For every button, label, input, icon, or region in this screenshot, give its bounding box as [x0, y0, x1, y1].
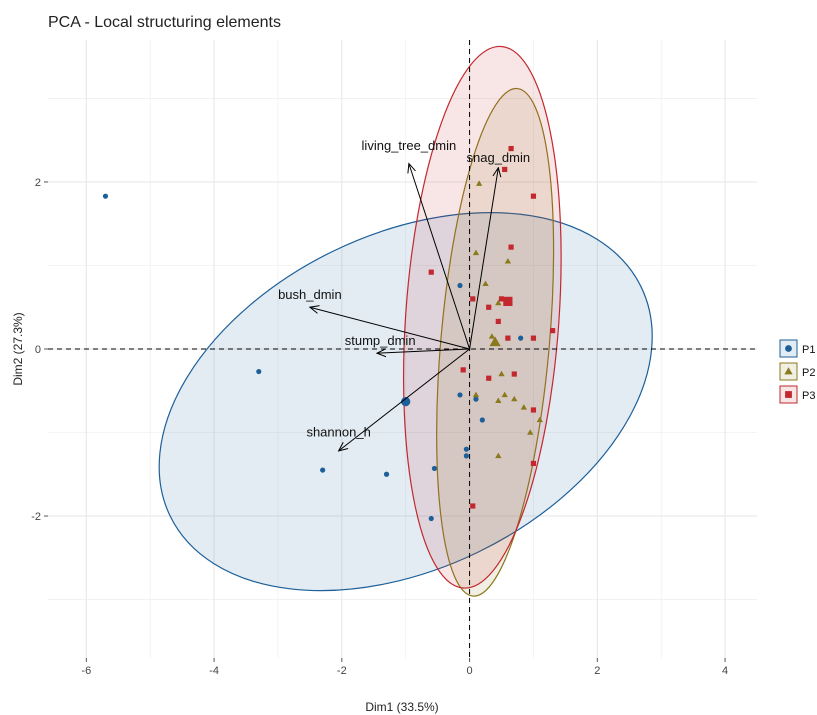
point-p1	[463, 453, 469, 459]
point-p3	[486, 304, 492, 310]
point-p2	[498, 370, 505, 377]
legend-label: P2	[802, 367, 815, 379]
point-p1	[428, 515, 434, 522]
point-p2	[488, 333, 496, 339]
variable-label: snag_dmin	[467, 150, 531, 165]
legend-label: P3	[802, 390, 815, 402]
point-p3	[508, 244, 514, 250]
arrow-shannon_h	[339, 348, 470, 451]
x-tick-label: -6	[81, 665, 91, 677]
legend: P1 P2 P3	[779, 339, 815, 404]
point-p2	[495, 452, 502, 459]
point-p3	[530, 460, 537, 467]
arrow-stump_dmin	[377, 349, 470, 353]
point-p3	[495, 318, 501, 325]
legend-marker-p2	[784, 367, 793, 375]
y-tick-label: 2	[35, 177, 41, 189]
point-p3	[498, 296, 505, 302]
point-p3	[505, 335, 511, 341]
x-tick-label: 4	[722, 665, 728, 677]
point-p2	[504, 258, 512, 264]
legend-marker-p3	[785, 391, 792, 398]
point-p3	[470, 503, 476, 509]
y-tick-label: -2	[31, 511, 41, 523]
point-p1	[457, 282, 463, 289]
point-p3	[530, 407, 537, 413]
point-p1	[457, 392, 463, 398]
point-p1	[463, 446, 469, 452]
point-p3	[530, 193, 537, 199]
arrow-bush_dmin	[310, 307, 470, 350]
point-p2	[472, 391, 480, 398]
ellipse-p3	[402, 45, 562, 589]
data-points	[102, 145, 556, 522]
x-axis-label: Dim1 (33.5%)	[365, 700, 438, 714]
point-p2	[501, 391, 508, 398]
arrow-living_tree_dmin	[409, 164, 471, 350]
point-p1	[320, 467, 326, 473]
y-axis-ticks: -2 0 2	[31, 177, 48, 523]
point-p3	[502, 166, 508, 173]
point-p3	[486, 375, 492, 381]
plot-panel: living_tree_dmin snag_dmin bush_dmin stump_…	[48, 40, 757, 658]
point-p2	[495, 397, 502, 403]
y-tick-label: 0	[35, 344, 41, 356]
point-p1	[473, 396, 479, 402]
legend-label: P1	[802, 344, 815, 356]
variable-label: bush_dmin	[278, 287, 342, 302]
variable-label: stump_dmin	[345, 333, 416, 348]
point-p3	[460, 367, 466, 373]
variable-label: shannon_h	[306, 425, 370, 440]
centroid-p1	[401, 397, 411, 407]
centroid-p3	[503, 296, 513, 306]
variable-label: living_tree_dmin	[362, 138, 457, 153]
x-tick-label: -4	[209, 665, 219, 677]
point-p2	[511, 395, 518, 402]
x-tick-label: 2	[594, 665, 600, 677]
point-p2	[520, 404, 528, 410]
point-p1	[256, 368, 262, 375]
point-p3	[550, 328, 556, 334]
point-p3	[470, 296, 476, 302]
point-p2	[482, 280, 489, 287]
point-p1	[518, 335, 524, 341]
point-p3	[511, 371, 517, 377]
point-p2	[472, 249, 480, 256]
point-p2	[536, 416, 543, 423]
point-p2	[495, 299, 502, 306]
x-axis-ticks: -6 -4 -2 0 2 4	[81, 658, 728, 677]
point-p1	[102, 193, 109, 199]
point-p1	[383, 471, 390, 477]
y-axis-label: Dim2 (27.3%)	[11, 312, 25, 385]
point-p3	[428, 269, 434, 275]
point-p3	[530, 335, 537, 341]
point-p1	[479, 417, 485, 423]
point-p2	[475, 180, 483, 186]
point-p2	[527, 429, 534, 435]
arrow-snag_dmin	[469, 168, 499, 350]
variable-arrows: living_tree_dmin snag_dmin bush_dmin stump_…	[278, 138, 530, 451]
x-tick-label: -2	[337, 665, 347, 677]
x-tick-label: 0	[467, 665, 473, 677]
legend-marker-p1	[785, 345, 792, 352]
point-p1	[431, 465, 438, 472]
point-p3	[508, 145, 514, 152]
centroid-p2	[489, 336, 501, 347]
chart-title: PCA - Local structuring elements	[48, 14, 281, 31]
